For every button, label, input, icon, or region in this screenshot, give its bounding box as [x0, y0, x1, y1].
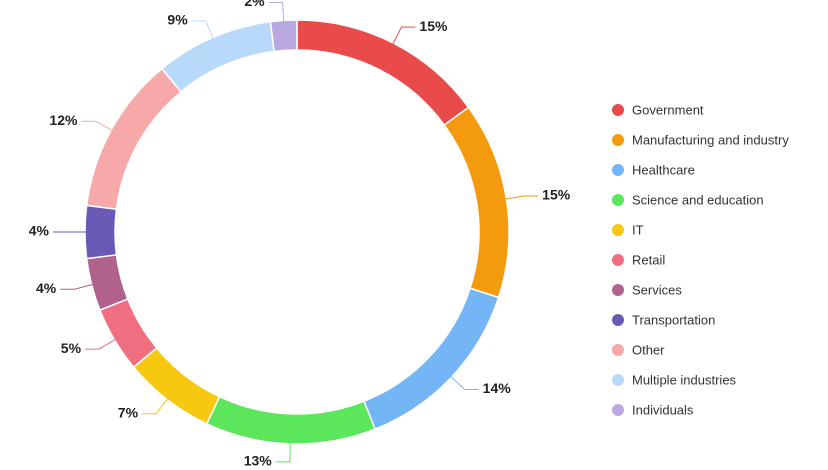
data-label: 5%: [61, 340, 82, 356]
donut-segment: [296, 19, 470, 127]
legend-label: Government: [632, 102, 704, 117]
legend-label: Individuals: [632, 402, 694, 417]
leader-line: [142, 391, 174, 415]
legend-swatch: [612, 284, 624, 296]
legend-label: Healthcare: [632, 162, 695, 177]
leader-line: [268, 1, 285, 31]
donut-segment: [269, 19, 298, 53]
leader-line: [275, 433, 292, 463]
legend-swatch: [612, 134, 624, 146]
donut-segment: [85, 67, 183, 211]
leader-line: [443, 369, 479, 390]
legend-label: Retail: [632, 252, 665, 267]
donut-segment: [160, 20, 276, 93]
legend-label: Other: [632, 342, 665, 357]
data-label: 12%: [49, 112, 78, 128]
data-label: 13%: [244, 453, 273, 469]
data-label: 14%: [483, 380, 512, 396]
data-label: 7%: [118, 404, 139, 420]
data-label: 15%: [419, 18, 448, 34]
legend-swatch: [612, 254, 624, 266]
legend-swatch: [612, 374, 624, 386]
legend-label: Manufacturing and industry: [632, 132, 789, 147]
data-label: 15%: [542, 187, 571, 203]
legend-label: IT: [632, 222, 644, 237]
legend-swatch: [612, 404, 624, 416]
leader-line: [60, 281, 102, 290]
leader-line: [85, 334, 124, 350]
data-label: 4%: [29, 223, 50, 239]
legend-label: Transportation: [632, 312, 715, 327]
data-label: 2%: [244, 0, 265, 9]
donut-segment: [85, 253, 129, 312]
legend-swatch: [612, 104, 624, 116]
data-label: 9%: [167, 12, 188, 28]
legend-label: Science and education: [632, 192, 764, 207]
data-label: 4%: [36, 280, 57, 296]
legend-label: Multiple industries: [632, 372, 737, 387]
donut-segment: [443, 106, 510, 299]
legend-label: Services: [632, 282, 682, 297]
legend-swatch: [612, 194, 624, 206]
leader-line: [496, 195, 539, 201]
leader-line: [388, 26, 416, 53]
leader-line: [191, 20, 218, 47]
legend-swatch: [612, 164, 624, 176]
donut-segment: [363, 287, 500, 431]
legend-swatch: [612, 314, 624, 326]
legend-swatch: [612, 224, 624, 236]
legend-swatch: [612, 344, 624, 356]
leader-line: [81, 120, 121, 136]
donut-segment: [132, 346, 221, 425]
